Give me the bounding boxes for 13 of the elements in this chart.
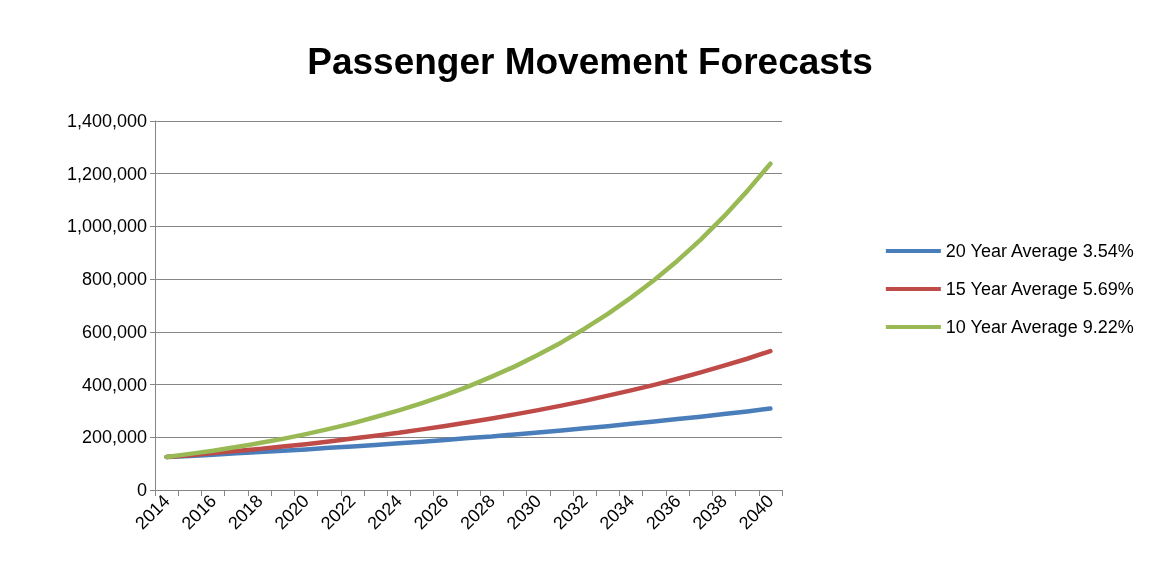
y-tick-label: 1,000,000 <box>66 216 147 237</box>
line-series <box>164 161 773 460</box>
chart-title: Passenger Movement Forecasts <box>307 41 873 82</box>
y-tick-label: 0 <box>136 480 147 500</box>
legend-label: 20 Year Average 3.54% <box>945 241 1134 261</box>
y-tick-label: 1,400,000 <box>66 111 147 131</box>
y-tick-label: 200,000 <box>81 427 147 448</box>
y-tick-label: 400,000 <box>81 374 147 395</box>
y-tick-label: 600,000 <box>81 321 147 342</box>
y-tick-label: 800,000 <box>81 269 147 290</box>
legend-label: 15 Year Average 5.69% <box>945 279 1134 299</box>
legend-label: 10 Year Average 9.22% <box>945 317 1134 337</box>
y-tick-label: 1,200,000 <box>66 163 147 184</box>
